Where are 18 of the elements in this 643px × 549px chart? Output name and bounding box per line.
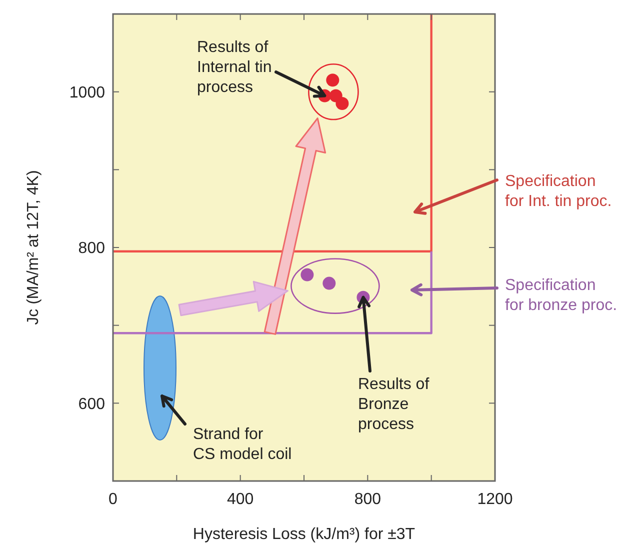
text: Specification for bronze proc. (505, 277, 618, 314)
annotation: Results of Bronze process (358, 376, 430, 433)
y-tick-label: 1000 (69, 84, 106, 102)
y-axis-title: Jc (MA/m² at 12T, 4K) (25, 170, 42, 325)
y-tick-label: 800 (78, 240, 106, 258)
point (322, 276, 336, 290)
text: Specification for Int. tin proc. (505, 173, 612, 210)
point (329, 89, 342, 102)
x-tick-label: 400 (226, 491, 254, 508)
y-tick-label: 600 (78, 396, 106, 413)
point (326, 74, 340, 87)
x-axis-title: Hysteresis Loss (kJ/m³) for ±3T (192, 526, 416, 543)
annotation: Results of Internal tin process (197, 39, 272, 96)
point (300, 268, 314, 282)
annotation: Strand for CS model coil (193, 426, 292, 463)
x-tick-label: 0 (108, 491, 118, 508)
x-tick-label: 1200 (477, 491, 513, 508)
x-tick-label: 800 (354, 491, 382, 508)
